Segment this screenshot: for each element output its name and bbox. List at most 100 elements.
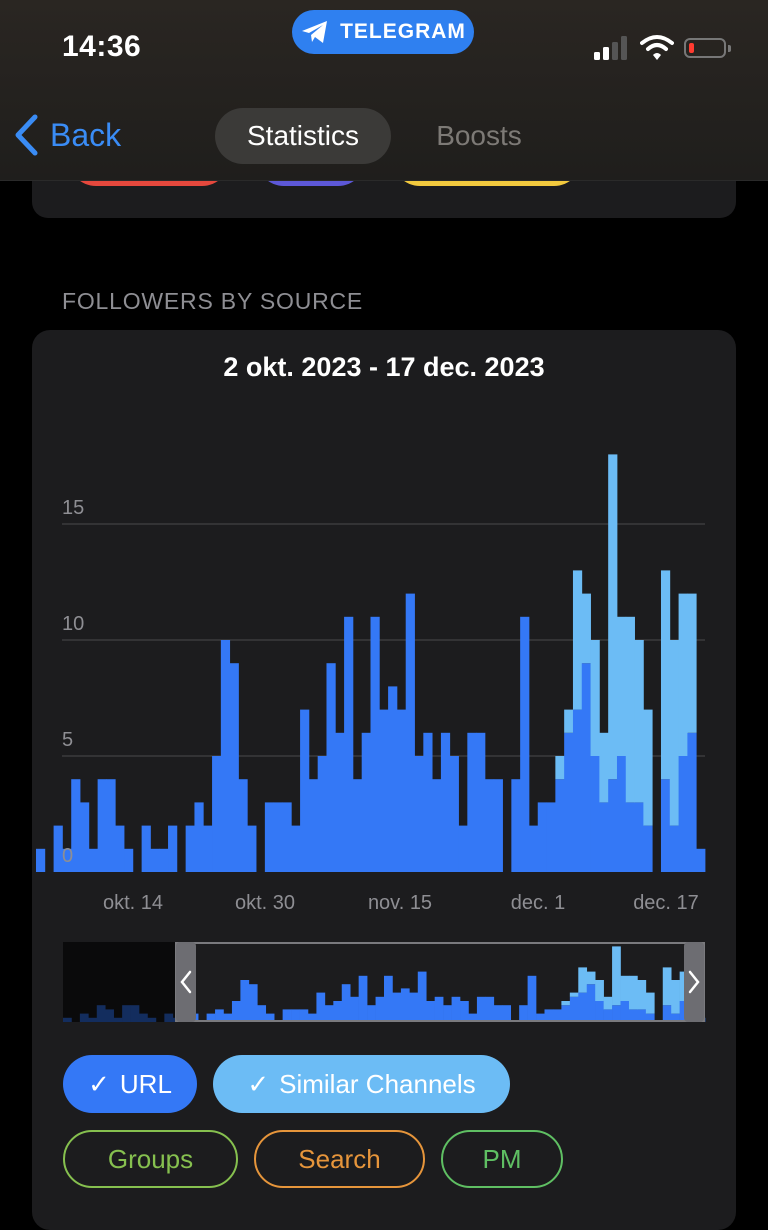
similar-channels-bar — [572, 570, 583, 710]
navigator-url-bar — [637, 1009, 647, 1022]
navigator-url-bar — [544, 1009, 554, 1022]
y-tick-label: 0 — [62, 845, 73, 867]
url-bar — [546, 802, 556, 872]
navigator-url-bar — [324, 1005, 334, 1022]
similar-channels-bar — [678, 593, 688, 756]
chart-range-navigator[interactable] — [0, 900, 768, 1040]
filter-pm-chip[interactable]: PM — [441, 1130, 563, 1188]
url-bar — [379, 709, 389, 872]
filter-search-chip[interactable]: Search — [254, 1130, 425, 1188]
url-bar — [159, 848, 169, 872]
chart-range-title: 2 okt. 2023 - 17 dec. 2023 — [223, 352, 545, 382]
navigator-url-bar — [612, 1005, 621, 1022]
similar-channels-bar — [634, 640, 644, 803]
url-bar — [308, 779, 319, 872]
url-bar — [71, 779, 81, 872]
navigator-similar-bar — [595, 980, 604, 1001]
navigator-url-bar — [206, 1013, 216, 1022]
signal-icon — [594, 36, 627, 60]
navigator-url-bar — [434, 996, 444, 1022]
navigator-similar-bar — [603, 996, 613, 1010]
url-bar — [414, 756, 424, 872]
url-bar — [344, 616, 354, 872]
similar-channels-bar — [564, 709, 574, 733]
navigator-url-bar — [400, 988, 410, 1022]
navigator-url-bar — [485, 996, 495, 1022]
navigator-url-bar — [341, 984, 351, 1022]
navigator-similar-bar — [561, 1001, 571, 1006]
similar-channels-bar — [643, 709, 653, 826]
similar-channels-bar — [608, 454, 618, 780]
url-bar — [317, 756, 327, 872]
url-bar — [194, 802, 204, 872]
chevron-left-icon — [180, 970, 192, 994]
navigator-url-bar — [569, 996, 579, 1022]
navigator-left-handle — [176, 942, 196, 1022]
navigator-url-bar — [299, 1009, 309, 1022]
url-bar — [150, 848, 160, 872]
navigator-url-bar — [375, 996, 385, 1022]
filter-search-label: Search — [298, 1143, 381, 1174]
navigator-url-bar — [231, 1001, 241, 1022]
x-tick-label: nov. 15 — [368, 892, 432, 914]
url-bar — [97, 779, 107, 872]
navigator-url-bar — [527, 975, 537, 1022]
filter-similar-channels-chip[interactable]: ✓ Similar Channels — [213, 1055, 510, 1113]
url-bar — [282, 802, 292, 872]
url-bar — [564, 732, 574, 872]
telegram-label: TELEGRAM — [340, 20, 466, 43]
url-bar — [326, 663, 336, 872]
url-bar — [572, 709, 583, 872]
url-bar — [106, 779, 116, 872]
url-bar — [608, 779, 618, 872]
url-bar — [590, 756, 600, 872]
similar-channels-bar — [599, 732, 609, 803]
x-tick-label: okt. 30 — [235, 892, 295, 914]
url-bar — [141, 825, 151, 872]
navigator-url-bar — [257, 1005, 267, 1022]
similar-channels-bar — [590, 640, 600, 756]
navigator-url-bar — [620, 1001, 630, 1022]
navigator-url-bar — [671, 1013, 680, 1022]
url-bar — [616, 756, 627, 872]
navigator-url-bar — [426, 1001, 435, 1022]
navigator-url-bar — [215, 1009, 224, 1022]
telegram-pill[interactable]: TELEGRAM — [292, 10, 474, 54]
url-bar — [687, 732, 697, 872]
navigator-similar-bar — [620, 975, 630, 1001]
navigator-url-bar — [291, 1009, 300, 1022]
url-bar — [335, 732, 345, 872]
similar-channels-bar — [669, 640, 679, 826]
navigator-url-bar — [561, 1005, 571, 1022]
navigator-url-bar — [603, 1009, 613, 1022]
url-bar — [88, 848, 99, 872]
url-bar — [643, 825, 653, 872]
url-bar — [212, 756, 222, 872]
back-button[interactable]: Back — [14, 114, 121, 156]
url-bar — [388, 686, 398, 872]
url-bar — [669, 825, 679, 872]
navigator-url-bar — [493, 1005, 503, 1022]
url-bar — [520, 616, 530, 872]
filter-url-chip[interactable]: ✓ URL — [63, 1055, 197, 1113]
url-bar — [203, 825, 213, 872]
tab-statistics[interactable]: Statistics — [215, 108, 391, 164]
url-bar — [264, 802, 275, 872]
navigator-url-bar — [443, 1005, 452, 1022]
filter-groups-chip[interactable]: Groups — [63, 1130, 238, 1188]
url-bar — [599, 802, 609, 872]
navigator-url-bar — [460, 1001, 469, 1022]
navigator-similar-bar — [628, 975, 638, 1010]
navigator-url-bar — [662, 1005, 672, 1022]
similar-channels-bar — [625, 616, 635, 803]
url-bar — [352, 779, 363, 872]
similar-channels-bar — [660, 570, 671, 780]
similar-channels-bar — [581, 593, 591, 664]
filter-url-label: URL — [119, 1068, 172, 1099]
telegram-icon — [302, 21, 328, 43]
navigator-url-bar — [451, 996, 461, 1022]
navigator-url-bar — [595, 1001, 604, 1022]
url-bar — [291, 825, 301, 872]
navigator-similar-bar — [637, 980, 647, 1010]
tab-boosts[interactable]: Boosts — [436, 120, 522, 151]
